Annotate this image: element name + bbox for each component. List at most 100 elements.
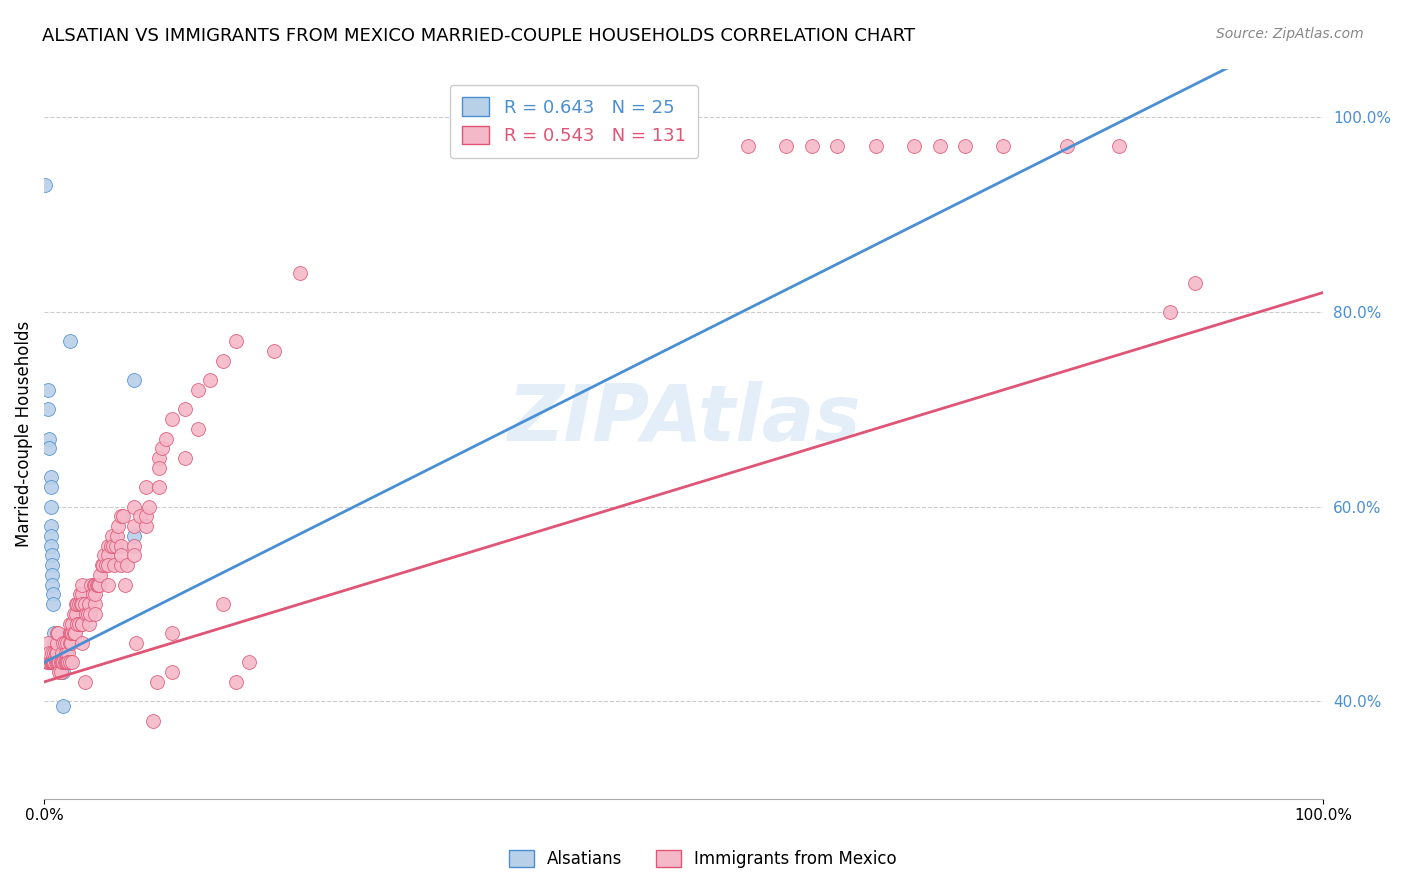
- Point: [86, 577, 108, 591]
- Point: [173, 450, 195, 465]
- Point: [55, 656, 77, 670]
- Point: [122, 529, 145, 543]
- Point: [41, 549, 63, 563]
- Point: [39, 470, 62, 484]
- Text: ZIPAtlas: ZIPAtlas: [508, 381, 860, 457]
- Point: [41, 646, 63, 660]
- Point: [52, 656, 75, 670]
- Point: [60, 656, 83, 670]
- Point: [148, 460, 170, 475]
- Point: [82, 587, 104, 601]
- Point: [56, 656, 79, 670]
- Point: [103, 558, 125, 572]
- Point: [135, 509, 157, 524]
- Point: [100, 539, 122, 553]
- Point: [87, 577, 110, 591]
- Point: [42, 656, 65, 670]
- Point: [67, 597, 90, 611]
- Point: [67, 616, 90, 631]
- Point: [59, 626, 82, 640]
- Legend: Alsatians, Immigrants from Mexico: Alsatians, Immigrants from Mexico: [502, 843, 904, 875]
- Point: [46, 656, 69, 670]
- Point: [39, 480, 62, 494]
- Point: [225, 674, 247, 689]
- Point: [39, 539, 62, 553]
- Point: [45, 656, 67, 670]
- Point: [160, 665, 183, 680]
- Point: [79, 607, 101, 621]
- Point: [212, 597, 235, 611]
- Point: [65, 597, 87, 611]
- Point: [66, 616, 89, 631]
- Point: [69, 587, 91, 601]
- Point: [42, 656, 65, 670]
- Point: [145, 674, 167, 689]
- Point: [52, 699, 75, 714]
- Point: [70, 597, 93, 611]
- Point: [37, 636, 59, 650]
- Point: [97, 549, 120, 563]
- Point: [84, 607, 107, 621]
- Point: [39, 656, 62, 670]
- Point: [160, 626, 183, 640]
- Point: [41, 577, 63, 591]
- Point: [37, 402, 59, 417]
- Point: [45, 656, 67, 670]
- Point: [87, 577, 110, 591]
- Point: [38, 432, 60, 446]
- Point: [110, 558, 132, 572]
- Point: [93, 549, 115, 563]
- Point: [72, 587, 94, 601]
- Point: [59, 656, 82, 670]
- Point: [125, 636, 148, 650]
- Point: [114, 577, 136, 591]
- Point: [238, 656, 260, 670]
- Point: [212, 353, 235, 368]
- Point: [110, 509, 132, 524]
- Point: [44, 646, 66, 660]
- Point: [59, 636, 82, 650]
- Y-axis label: Married-couple Households: Married-couple Households: [15, 320, 32, 547]
- Point: [39, 656, 62, 670]
- Point: [59, 616, 82, 631]
- Point: [38, 646, 60, 660]
- Point: [38, 442, 60, 456]
- Point: [58, 646, 80, 660]
- Point: [263, 343, 285, 358]
- Point: [52, 636, 75, 650]
- Point: [155, 432, 177, 446]
- Point: [83, 577, 105, 591]
- Point: [53, 656, 76, 670]
- Point: [84, 587, 107, 601]
- Point: [173, 402, 195, 417]
- Point: [187, 422, 209, 436]
- Point: [56, 636, 79, 650]
- Legend: R = 0.643   N = 25, R = 0.543   N = 131: R = 0.643 N = 25, R = 0.543 N = 131: [450, 85, 699, 158]
- Point: [77, 597, 100, 611]
- Point: [42, 587, 65, 601]
- Point: [72, 597, 94, 611]
- Point: [138, 500, 160, 514]
- Point: [110, 549, 132, 563]
- Point: [91, 558, 114, 572]
- Point: [993, 139, 1015, 153]
- Point: [94, 558, 117, 572]
- Point: [122, 519, 145, 533]
- Point: [84, 577, 107, 591]
- Point: [928, 139, 950, 153]
- Point: [49, 665, 72, 680]
- Point: [80, 577, 103, 591]
- Point: [59, 636, 82, 650]
- Point: [75, 607, 97, 621]
- Point: [288, 266, 311, 280]
- Point: [117, 558, 139, 572]
- Point: [150, 442, 173, 456]
- Point: [37, 656, 59, 670]
- Point: [200, 373, 222, 387]
- Point: [38, 656, 60, 670]
- Point: [903, 139, 925, 153]
- Point: [135, 480, 157, 494]
- Point: [225, 334, 247, 348]
- Point: [65, 607, 87, 621]
- Point: [41, 558, 63, 572]
